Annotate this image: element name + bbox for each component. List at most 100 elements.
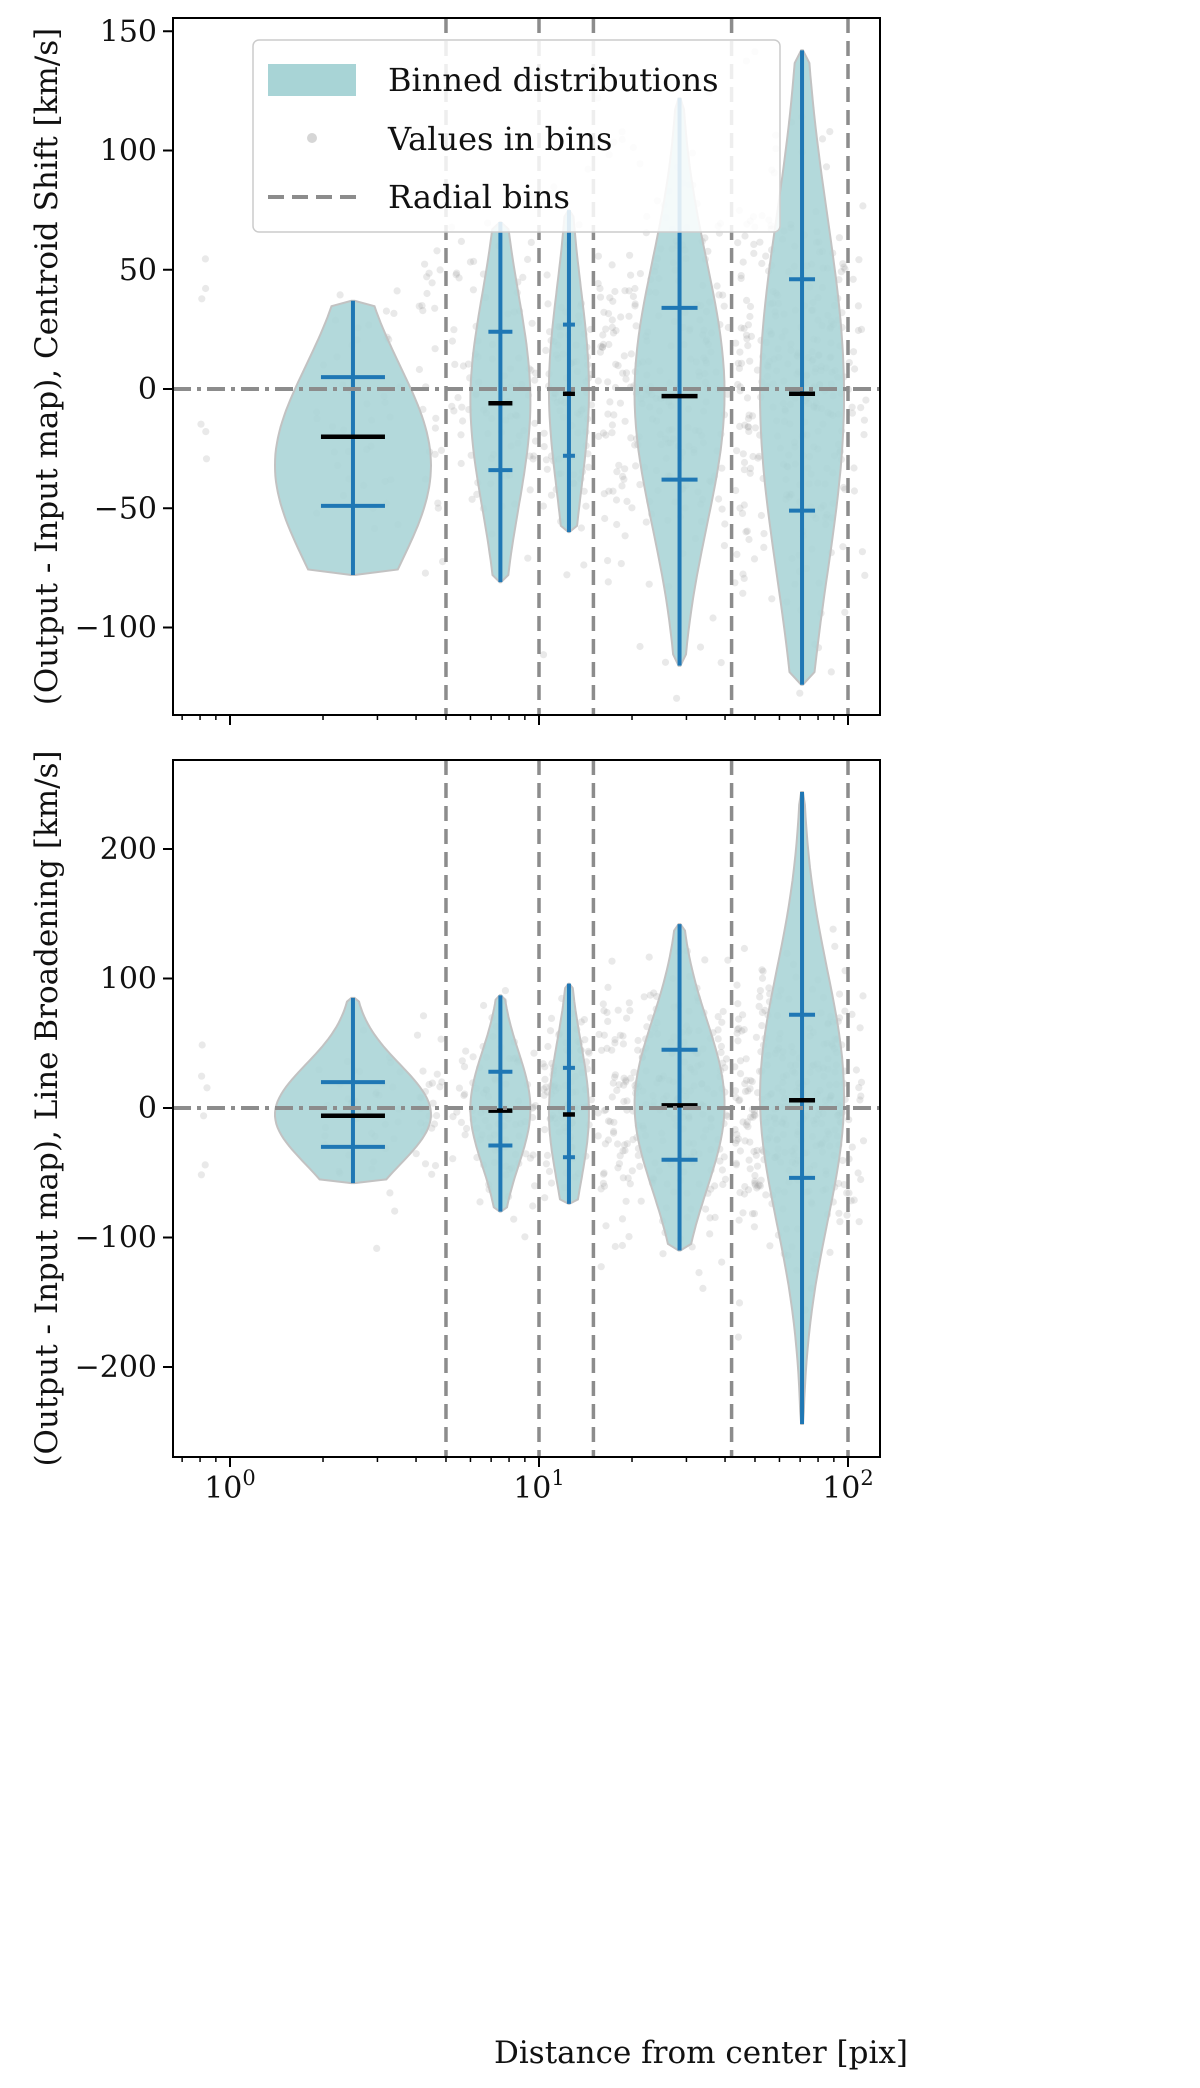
scatter-point <box>618 482 626 490</box>
scatter-point <box>722 1055 731 1063</box>
scatter-point <box>634 1036 642 1045</box>
scatter-point <box>605 340 613 349</box>
scatter-point <box>745 427 753 435</box>
scatter-point <box>854 302 863 310</box>
scatter-point <box>201 255 209 263</box>
scatter-point <box>718 464 726 472</box>
scatter-point <box>859 1137 868 1145</box>
scatter-point <box>741 1080 749 1088</box>
scatter-point <box>501 987 509 995</box>
scatter-point <box>715 495 723 503</box>
scatter-point <box>860 416 869 424</box>
scatter-point <box>597 1185 605 1193</box>
scatter-point <box>433 1112 441 1120</box>
scatter-point <box>434 504 442 512</box>
scatter-point <box>203 1084 211 1092</box>
scatter-point <box>702 1205 710 1213</box>
scatter-point <box>459 417 467 425</box>
scatter-point <box>421 569 429 577</box>
scatter-point <box>826 1248 834 1256</box>
scatter-point <box>476 1198 484 1206</box>
scatter-point <box>464 360 472 368</box>
scatter-point <box>541 1194 549 1202</box>
scatter-point <box>673 694 681 702</box>
scatter-point <box>531 376 539 384</box>
scatter-point <box>835 1179 843 1188</box>
scatter-point <box>848 1143 856 1151</box>
scatter-point <box>661 658 670 666</box>
scatter-point <box>625 287 633 295</box>
scatter-point <box>755 1002 763 1011</box>
scatter-point <box>620 352 628 360</box>
scatter-point <box>622 1076 630 1084</box>
scatter-point <box>743 335 751 343</box>
scatter-point <box>857 404 865 412</box>
scatter-point <box>530 1049 538 1057</box>
scatter-point <box>449 1155 457 1163</box>
scatter-point <box>544 1042 552 1051</box>
x-axis-ticks: 100 101 102 <box>204 1466 874 1506</box>
scatter-point <box>711 1213 719 1221</box>
scatter-point <box>741 1183 749 1191</box>
scatter-point <box>717 1048 725 1057</box>
scatter-point <box>756 1182 765 1190</box>
scatter-point <box>748 1078 756 1086</box>
scatter-point <box>854 326 863 335</box>
scatter-point <box>858 548 867 556</box>
x-tick-exponent: 1 <box>551 1466 564 1490</box>
scatter-point <box>604 1117 613 1125</box>
scatter-point <box>519 273 527 281</box>
scatter-point <box>736 422 744 430</box>
scatter-point <box>744 423 752 431</box>
scatter-point <box>600 1182 609 1190</box>
scatter-point <box>631 302 639 310</box>
scatter-point <box>594 1109 602 1117</box>
scatter-point <box>599 331 607 339</box>
scatter-point <box>732 1139 740 1147</box>
scatter-point <box>831 942 839 951</box>
scatter-point <box>621 1146 629 1155</box>
scatter-point <box>843 1211 851 1219</box>
scatter-point <box>796 689 804 697</box>
scatter-point <box>719 1007 727 1016</box>
scatter-point <box>618 1241 627 1250</box>
scatter-point <box>612 360 620 368</box>
scatter-point <box>527 238 535 246</box>
scatter-point <box>751 424 760 432</box>
scatter-point <box>736 504 744 512</box>
scatter-point <box>608 421 617 429</box>
scatter-point <box>857 1092 865 1100</box>
scatter-point <box>622 1078 630 1086</box>
scatter-point <box>718 1018 726 1026</box>
scatter-point <box>609 329 618 337</box>
scatter-point <box>623 497 631 505</box>
scatter-point <box>762 252 770 260</box>
scatter-point <box>841 265 849 273</box>
scatter-point <box>614 1164 622 1172</box>
scatter-point <box>736 1147 745 1155</box>
legend-swatch-values-in-bins <box>307 133 317 143</box>
scatter-point <box>839 543 847 551</box>
scatter-point <box>748 1210 757 1218</box>
scatter-point <box>621 417 629 425</box>
legend-label-values-in-bins: Values in bins <box>387 120 612 158</box>
scatter-point <box>436 266 444 274</box>
scatter-point <box>614 362 622 370</box>
scatter-point <box>521 1233 529 1241</box>
scatter-point <box>758 974 767 982</box>
scatter-point <box>757 511 766 520</box>
scatter-point <box>615 1160 624 1168</box>
scatter-point <box>603 1008 611 1017</box>
scatter-point <box>598 343 607 351</box>
scatter-point <box>744 321 753 329</box>
scatter-point <box>450 407 458 415</box>
scatter-point <box>613 468 621 476</box>
scatter-point <box>616 1031 624 1039</box>
scatter-point <box>605 487 613 495</box>
scatter-point <box>581 1036 589 1044</box>
scatter-point <box>613 520 621 529</box>
scatter-point <box>762 1191 770 1199</box>
scatter-point <box>542 1160 551 1168</box>
scatter-point <box>758 966 766 974</box>
scatter-point <box>735 1024 743 1032</box>
